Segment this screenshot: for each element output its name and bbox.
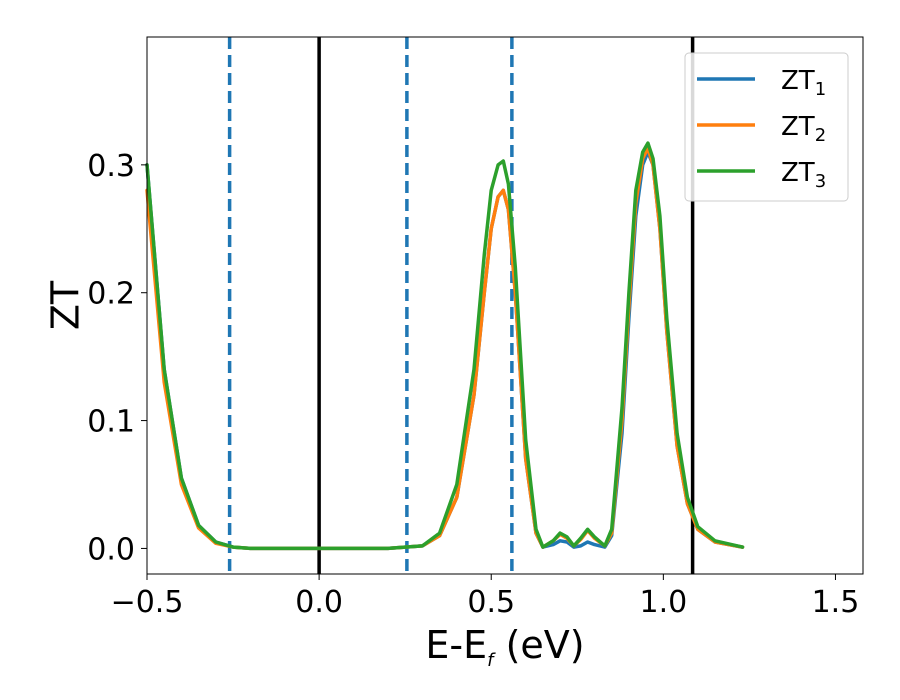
y-tick-label: 0.0	[87, 532, 135, 567]
legend-label-zt3: ZT3	[781, 158, 826, 192]
y-tick-label: 0.2	[87, 277, 135, 312]
x-axis-label: E-Ef (eV)	[425, 623, 584, 671]
plot-frame	[146, 36, 864, 575]
x-axis-label-main: E-E	[425, 623, 487, 667]
legend-label-zt1: ZT1	[781, 66, 826, 100]
legend-label-zt2: ZT2	[781, 112, 826, 146]
y-axis-label: ZT	[44, 280, 88, 330]
y-tick-label: 0.3	[87, 149, 135, 184]
series-line-zt2	[145, 146, 745, 551]
x-axis-label-sub: f	[487, 650, 496, 671]
x-tick-label: 0.0	[295, 585, 343, 620]
x-tick-label: −0.5	[111, 585, 184, 620]
series-line-zt3	[145, 141, 745, 551]
legend: ZT1 ZT2 ZT3	[684, 52, 849, 202]
series-line-zt1	[145, 150, 745, 551]
x-tick-label: 1.5	[812, 585, 860, 620]
legend-box	[684, 52, 849, 202]
x-tick-label: 1.0	[639, 585, 687, 620]
y-tick-label: 0.1	[87, 405, 135, 440]
x-tick-label: 0.5	[467, 585, 515, 620]
y-axis-ticks: 0.0 0.1 0.2 0.3	[87, 149, 147, 567]
x-axis-ticks: −0.5 0.0 0.5 1.0 1.5	[111, 574, 860, 620]
x-axis-label-unit: (eV)	[493, 623, 584, 667]
vertical-reference-lines	[227, 37, 695, 574]
series-layer	[145, 141, 745, 551]
